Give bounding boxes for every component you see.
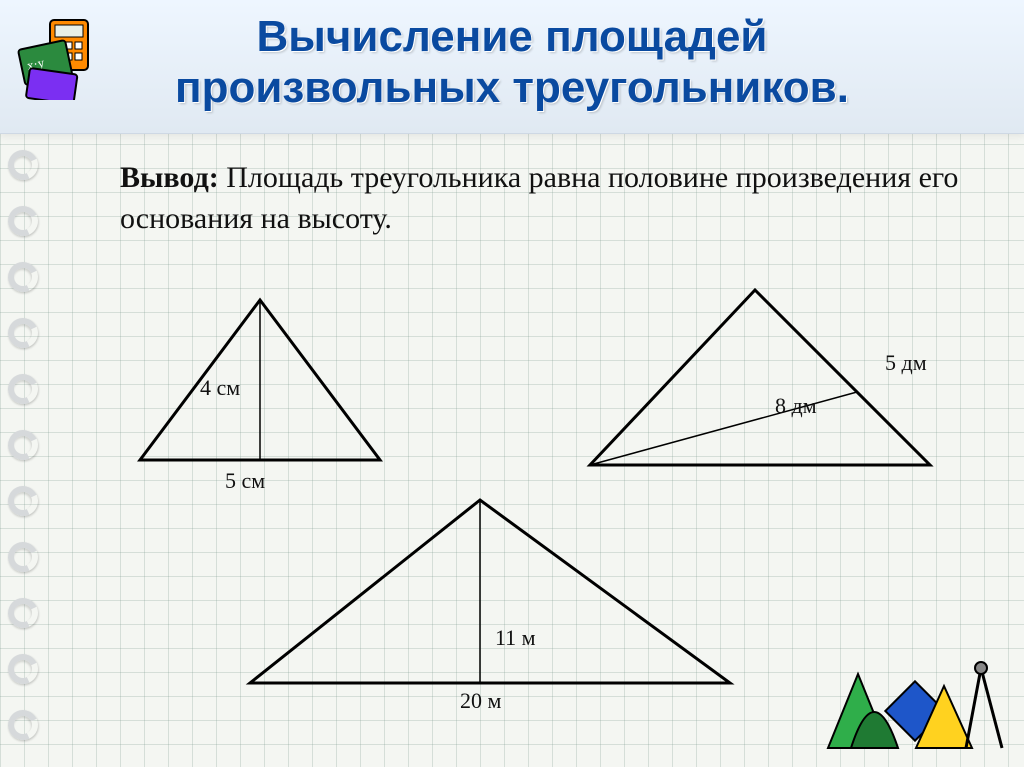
ring-icon (4, 202, 42, 240)
title-line-2: произвольных треугольников. (175, 63, 849, 112)
calculator-books-icon: x·y (10, 10, 105, 105)
triangle-2 (570, 280, 950, 490)
t2-side-label: 5 дм (885, 350, 927, 376)
slide-header: Вычисление площадей произвольных треугол… (0, 0, 1024, 134)
slide-title: Вычисление площадей произвольных треугол… (0, 12, 1024, 113)
t1-height-label: 4 см (200, 375, 240, 401)
t2-altitude-label: 8 дм (775, 393, 817, 419)
conclusion-lead: Вывод: (120, 161, 219, 194)
triangle-1 (110, 290, 410, 490)
conclusion-text: Вывод: Площадь треугольника равна полови… (120, 158, 964, 239)
triangle-3 (230, 488, 750, 708)
conclusion-body: Площадь треугольника равна половине прои… (120, 161, 958, 235)
t3-height-label: 11 м (495, 625, 536, 651)
t3-base-label: 20 м (460, 688, 501, 714)
shapes-compass-icon (816, 656, 1016, 761)
title-line-1: Вычисление площадей (257, 12, 768, 61)
ring-icon (4, 146, 42, 184)
